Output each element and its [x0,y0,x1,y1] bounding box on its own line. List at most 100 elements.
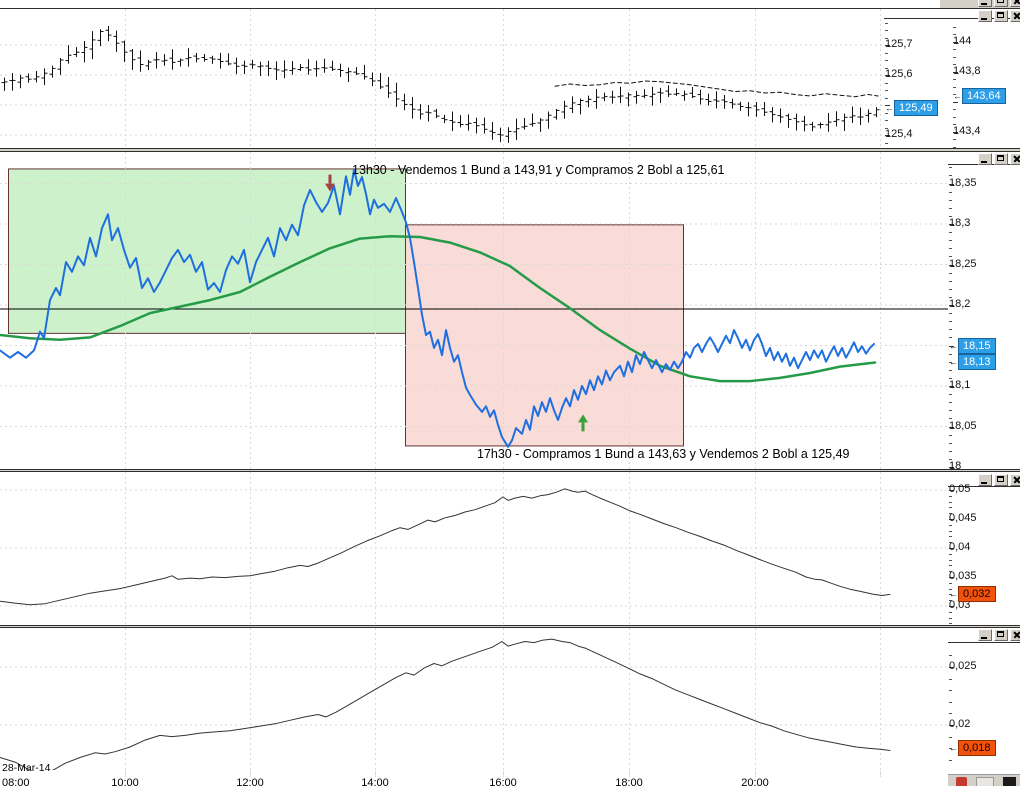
y-axis-bobl[interactable]: 125,4 125,6 125,7 ← 125,49 [885,9,952,148]
axis-minor-tick [949,571,952,573]
indicator2-line [0,638,891,770]
maximize-button-top[interactable] [994,0,1008,7]
panel-prices[interactable] [0,9,1020,148]
sell-trade-annotation: 13h30 - Vendemos 1 Bund a 143,91 y Compr… [352,163,725,177]
axis-tick [949,489,954,491]
y-axis-bund[interactable]: 143,4 143,8 144 ← 143,64 [953,9,1020,148]
close-icon [1011,0,1020,6]
axis-minor-tick [949,240,952,242]
axis-tick-label: 125,6 [885,68,913,80]
taskbar-icon-gray-button[interactable] [976,777,994,786]
buy-arrow-icon [578,414,588,423]
close-button-spread[interactable] [1010,153,1020,165]
axis-tick-label: 0,02 [949,717,971,730]
axis-minor-tick [949,542,952,544]
axis-minor-tick [949,353,952,355]
maximize-button-spread[interactable] [994,153,1008,165]
axis-minor-tick [949,369,952,371]
close-button-prices[interactable] [1010,10,1020,22]
axis-minor-tick [949,248,952,250]
y-axis-indicator2[interactable]: 0,0150,020,025←0,018 [949,628,1020,786]
axis-minor-tick [949,501,952,503]
panel-indicator2[interactable] [0,628,1020,786]
axis-minor-tick [949,337,952,339]
axis-minor-tick [949,434,952,436]
axis-minor-tick [885,112,888,114]
minimize-button-indicator1[interactable] [978,474,992,486]
close-icon [1011,11,1020,21]
time-grid-stub [250,771,251,777]
maximize-button-prices[interactable] [994,10,1008,22]
axis-minor-tick [949,442,952,444]
panel-indicator1[interactable] [0,472,1020,625]
axis-minor-tick [949,678,952,680]
axis-minor-tick [949,175,952,177]
last-value-box: 18,13 [958,353,996,370]
panel-indicator1-controls [978,474,1020,486]
close-button-indicator1[interactable] [1010,474,1020,486]
panel-border [0,471,1020,472]
maximize-button-indicator2[interactable] [994,629,1008,641]
maximize-icon [997,12,1004,18]
time-label: 10:00 [111,777,139,786]
minimize-button-spread[interactable] [978,153,992,165]
y-axis-spread[interactable]: 18 18,05 18,1 18,2 18,25 18,3 18,35 ← 18,15 ← 18,1… [949,152,1020,469]
axis-tick [949,547,954,549]
axis-tick [953,41,958,43]
last-value-label: ← 18,15 [949,337,996,354]
last-value-label: ← 143,64 [953,87,1006,104]
axis-tick-label: 18,2 [949,298,971,310]
axis-tick-label: 18,3 [949,217,971,229]
axis-minor-tick [949,559,952,561]
y-axis-indicator1[interactable]: 0,03 0,035 0,04 0,045 0,05 ← 0,032 [949,472,1020,625]
left-arrow-icon: ← [953,90,962,101]
maximize-button-indicator1[interactable] [994,474,1008,486]
axis-minor-tick [949,553,952,555]
last-value-box: 143,64 [962,87,1006,104]
spread-plot-area[interactable] [0,152,948,469]
time-grid-stub [629,771,630,777]
axis-minor-tick [949,495,952,497]
panel-gap [0,470,1020,471]
close-button-top[interactable] [1010,0,1020,7]
axis-tick-label: 18,25 [949,257,977,270]
close-icon [1011,630,1020,640]
panel-prices-controls [978,10,1020,22]
axis-tick-label: 125,4 [885,128,913,140]
time-axis[interactable]: 08:00 10:00 12:00 14:00 16:00 18:00 20:00 [0,771,948,786]
prices-plot-area[interactable] [0,9,884,148]
left-arrow-icon: ← [949,589,958,600]
axis-minor-tick [949,272,952,274]
axis-tick [949,386,954,387]
left-arrow-icon: ← [949,743,958,754]
ratio-line [0,168,875,448]
indicator1-plot-area[interactable] [0,472,948,625]
minimize-icon [981,18,987,20]
axis-minor-tick [949,611,952,613]
left-arrow-icon: ← [885,103,894,113]
panel-gap [0,626,1020,627]
axis-minor-tick [949,565,952,567]
axis-tick [949,724,954,726]
close-button-indicator2[interactable] [1010,629,1020,641]
minimize-button-top[interactable] [978,0,992,7]
indicator2-plot-area[interactable] [0,628,948,770]
close-icon [1011,154,1020,164]
axis-tick-label: 0,04 [949,540,971,553]
minimize-button-indicator2[interactable] [978,629,992,641]
axis-minor-tick [949,418,952,420]
axis-minor-tick [885,30,888,31]
minimize-button-prices[interactable] [978,10,992,22]
panel-spread[interactable] [0,152,1020,469]
axis-minor-tick [949,655,952,657]
axis-minor-tick [949,394,952,396]
axis-border [948,642,1020,643]
axis-minor-tick [949,701,952,703]
taskbar-icon-red-app[interactable] [956,777,967,786]
time-grid-stub [755,771,756,777]
left-arrow-icon: ← [949,356,958,367]
axis-minor-tick [885,120,888,121]
taskbar-icon-black-window[interactable] [1003,777,1016,786]
axis-minor-tick [949,288,952,290]
axis-tick [885,135,890,136]
